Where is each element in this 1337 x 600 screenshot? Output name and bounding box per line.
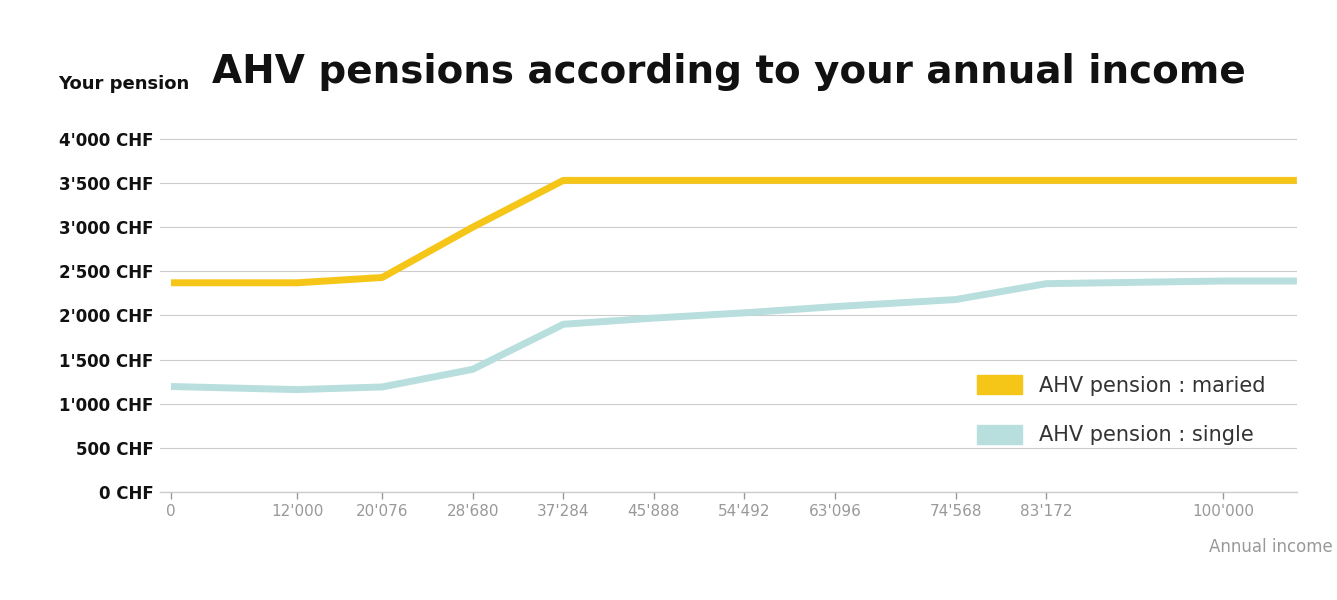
AHV pension : single: (2.87e+04, 1.39e+03): single: (2.87e+04, 1.39e+03) (465, 365, 481, 373)
AHV pension : single: (1.2e+04, 1.16e+03): single: (1.2e+04, 1.16e+03) (289, 386, 305, 393)
Line: AHV pension : single: AHV pension : single (171, 281, 1297, 389)
AHV pension : single: (7.46e+04, 2.18e+03): single: (7.46e+04, 2.18e+03) (948, 296, 964, 303)
AHV pension : maried: (1.2e+04, 2.37e+03): maried: (1.2e+04, 2.37e+03) (289, 279, 305, 286)
AHV pension : maried: (2.87e+04, 3e+03): maried: (2.87e+04, 3e+03) (465, 224, 481, 231)
AHV pension : maried: (0, 2.37e+03): maried: (0, 2.37e+03) (163, 279, 179, 286)
AHV pension : maried: (7.46e+04, 3.53e+03): maried: (7.46e+04, 3.53e+03) (948, 177, 964, 184)
AHV pension : maried: (1.07e+05, 3.53e+03): maried: (1.07e+05, 3.53e+03) (1289, 177, 1305, 184)
Text: Your pension: Your pension (59, 74, 190, 92)
Line: AHV pension : maried: AHV pension : maried (171, 181, 1297, 283)
AHV pension : single: (3.73e+04, 1.9e+03): single: (3.73e+04, 1.9e+03) (555, 320, 571, 328)
AHV pension : single: (4.59e+04, 1.97e+03): single: (4.59e+04, 1.97e+03) (646, 314, 662, 322)
AHV pension : maried: (8.32e+04, 3.53e+03): maried: (8.32e+04, 3.53e+03) (1038, 177, 1054, 184)
X-axis label: Annual income (CHF): Annual income (CHF) (1209, 538, 1337, 556)
AHV pension : single: (0, 1.2e+03): single: (0, 1.2e+03) (163, 383, 179, 390)
AHV pension : single: (6.31e+04, 2.1e+03): single: (6.31e+04, 2.1e+03) (826, 303, 842, 310)
AHV pension : maried: (5.45e+04, 3.53e+03): maried: (5.45e+04, 3.53e+03) (737, 177, 753, 184)
AHV pension : single: (1e+05, 2.39e+03): single: (1e+05, 2.39e+03) (1215, 277, 1231, 284)
AHV pension : single: (5.45e+04, 2.03e+03): single: (5.45e+04, 2.03e+03) (737, 309, 753, 316)
AHV pension : maried: (2.01e+04, 2.43e+03): maried: (2.01e+04, 2.43e+03) (374, 274, 390, 281)
AHV pension : maried: (6.31e+04, 3.53e+03): maried: (6.31e+04, 3.53e+03) (826, 177, 842, 184)
AHV pension : single: (2.01e+04, 1.19e+03): single: (2.01e+04, 1.19e+03) (374, 383, 390, 391)
AHV pension : single: (8.32e+04, 2.36e+03): single: (8.32e+04, 2.36e+03) (1038, 280, 1054, 287)
Legend: AHV pension : maried, AHV pension : single: AHV pension : maried, AHV pension : sing… (956, 355, 1286, 466)
Title: AHV pensions according to your annual income: AHV pensions according to your annual in… (211, 53, 1246, 91)
AHV pension : maried: (4.59e+04, 3.53e+03): maried: (4.59e+04, 3.53e+03) (646, 177, 662, 184)
AHV pension : maried: (1e+05, 3.53e+03): maried: (1e+05, 3.53e+03) (1215, 177, 1231, 184)
AHV pension : single: (1.07e+05, 2.39e+03): single: (1.07e+05, 2.39e+03) (1289, 277, 1305, 284)
AHV pension : maried: (3.73e+04, 3.53e+03): maried: (3.73e+04, 3.53e+03) (555, 177, 571, 184)
